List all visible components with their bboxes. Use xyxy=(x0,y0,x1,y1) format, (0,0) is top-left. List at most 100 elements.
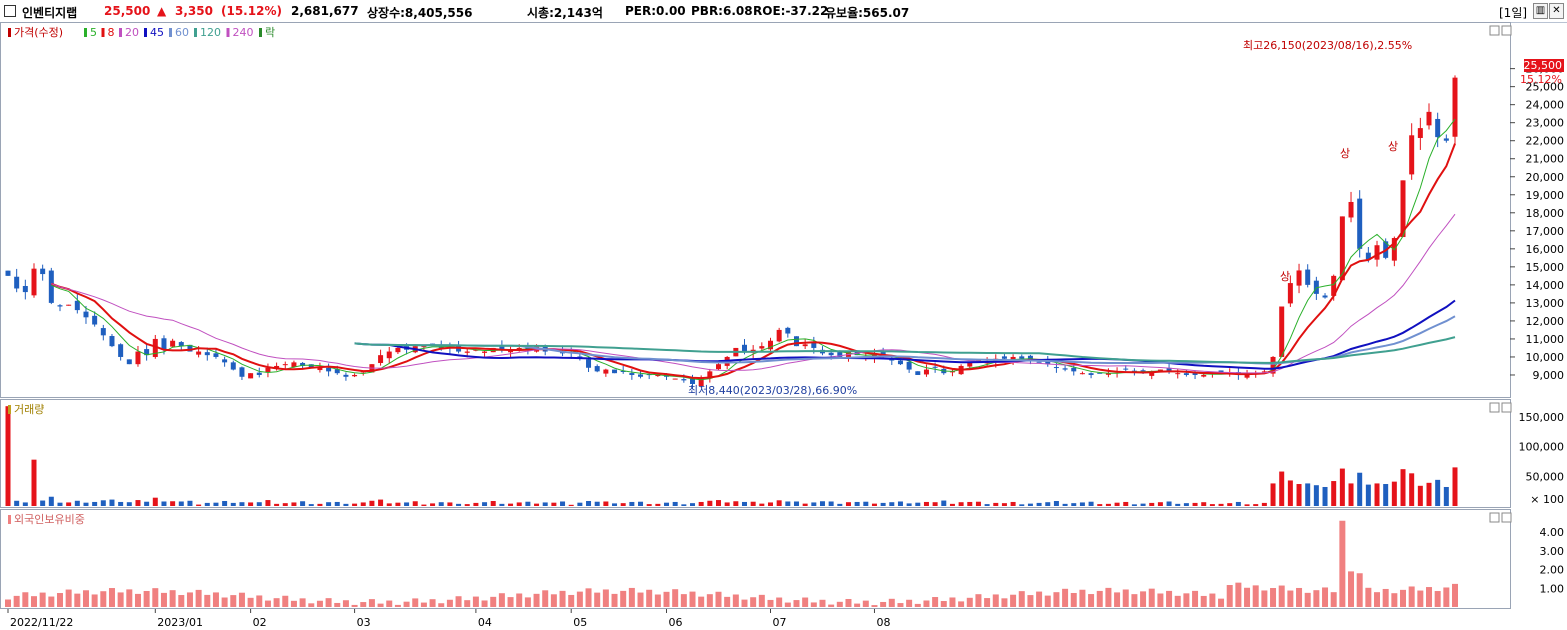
candle-body xyxy=(291,362,297,368)
foreign-bar xyxy=(680,594,687,607)
foreign-bar xyxy=(1443,587,1450,607)
price-tick-label: 22,000 xyxy=(1526,135,1565,148)
foreign-bar xyxy=(1070,592,1077,607)
limit-up-marker: 상 xyxy=(1340,147,1350,160)
volume-bar xyxy=(1331,481,1337,506)
foreign-bar xyxy=(455,596,462,607)
foreign-bar xyxy=(1391,593,1398,607)
period-selector[interactable]: [1일] xyxy=(1499,6,1528,20)
panel-max-icon xyxy=(1489,25,1500,36)
candle-body xyxy=(1001,356,1007,359)
panel-frame-2 xyxy=(0,399,1511,508)
foreign-bar xyxy=(594,592,601,607)
foreign-bar xyxy=(1235,582,1242,607)
volume-bar xyxy=(1218,503,1224,506)
foreign-bar xyxy=(1105,587,1112,607)
volume-bar xyxy=(776,500,782,506)
volume-bar xyxy=(14,500,20,506)
volume-bar xyxy=(586,501,592,506)
candle-body xyxy=(196,351,202,355)
foreign-bar xyxy=(1010,594,1017,607)
foreign-bar xyxy=(464,600,471,607)
x-tick-label: 03 xyxy=(357,616,371,629)
foreign-bar xyxy=(1122,589,1129,607)
volume-bar xyxy=(1149,502,1155,506)
price-tick-label: 24,000 xyxy=(1526,99,1565,112)
foreign-bar xyxy=(429,599,436,607)
foreign-bar xyxy=(1148,588,1155,607)
volume-bar xyxy=(74,500,80,506)
candle-body xyxy=(620,370,626,372)
volume-bar xyxy=(1166,501,1172,506)
stock-chart[interactable]: 9,000 10,000 11,000 12,000 13,000 14,000 15,00… xyxy=(0,22,1567,630)
volume-bar xyxy=(871,503,877,506)
foreign-bar xyxy=(1096,590,1103,607)
candle-body xyxy=(499,346,505,350)
candle-body xyxy=(741,344,747,352)
foreign-bar xyxy=(74,593,81,607)
volume-bar xyxy=(707,500,713,506)
foreign-bar xyxy=(602,589,609,607)
volume-bar xyxy=(1001,503,1007,506)
volume-tick-label: 100,000 xyxy=(1519,441,1565,454)
volume-bar xyxy=(239,502,245,506)
legend-item-5: 60 xyxy=(175,26,189,39)
legend-swatch xyxy=(101,28,105,37)
candle-body xyxy=(282,364,288,366)
candle-body xyxy=(871,353,877,358)
volume-bar xyxy=(1409,473,1415,506)
volume-bar xyxy=(612,503,618,506)
volume-bar xyxy=(5,406,11,506)
select-checkbox[interactable] xyxy=(4,5,16,17)
foreign-bar xyxy=(1322,587,1329,607)
price-tick-label: 15,000 xyxy=(1526,261,1565,274)
candle-body xyxy=(92,315,98,325)
foreign-bar xyxy=(351,604,358,607)
foreign-bar xyxy=(1157,593,1164,607)
per-value: PER:0.00 xyxy=(625,4,686,18)
close-icon[interactable]: ✕ xyxy=(1549,3,1564,19)
split-icon[interactable]: ▥ xyxy=(1533,3,1548,19)
x-tick-label: 06 xyxy=(669,616,683,629)
volume-bar xyxy=(187,500,193,506)
foreign-bar xyxy=(533,593,540,607)
foreign-bar xyxy=(1018,591,1025,607)
foreign-bar xyxy=(1192,590,1199,607)
volume-bar xyxy=(811,502,817,506)
foreign-bar xyxy=(1348,571,1355,607)
volume-bar xyxy=(1374,483,1380,506)
price-tick-label: 23,000 xyxy=(1526,117,1565,130)
candle-body xyxy=(516,347,522,350)
candle-body xyxy=(655,374,661,377)
foreign-legend: 외국인보유비중 xyxy=(14,513,85,526)
stock-name[interactable]: 인벤티지랩 xyxy=(22,6,78,20)
foreign-bar xyxy=(30,596,37,607)
volume-bar xyxy=(473,502,479,506)
volume-bar xyxy=(733,501,739,506)
volume-bar xyxy=(967,501,973,506)
volume-bar xyxy=(863,501,869,506)
foreign-bar xyxy=(412,598,419,607)
foreign-bar xyxy=(542,590,549,607)
foreign-bar xyxy=(1244,587,1251,607)
volume-bar xyxy=(1175,503,1181,506)
volume-bar xyxy=(334,501,340,506)
volume-bar xyxy=(958,502,964,506)
foreign-bar xyxy=(178,595,185,607)
volume-bar xyxy=(256,502,262,506)
candle-body xyxy=(1443,138,1449,141)
foreign-bar xyxy=(212,592,219,607)
foreign-tick-label: 4.00 xyxy=(1540,526,1565,539)
foreign-bar xyxy=(1356,573,1363,607)
candle-body xyxy=(213,353,219,357)
foreign-bar xyxy=(784,602,791,607)
volume-bar xyxy=(499,503,505,506)
ma-20-line xyxy=(51,213,1456,374)
candle-body xyxy=(1045,361,1051,365)
foreign-bar xyxy=(126,589,133,607)
foreign-bar xyxy=(888,598,895,607)
volume-bar xyxy=(170,501,176,506)
volume-bar xyxy=(352,503,358,506)
foreign-bar xyxy=(1365,587,1372,607)
volume-bar xyxy=(1088,501,1094,506)
